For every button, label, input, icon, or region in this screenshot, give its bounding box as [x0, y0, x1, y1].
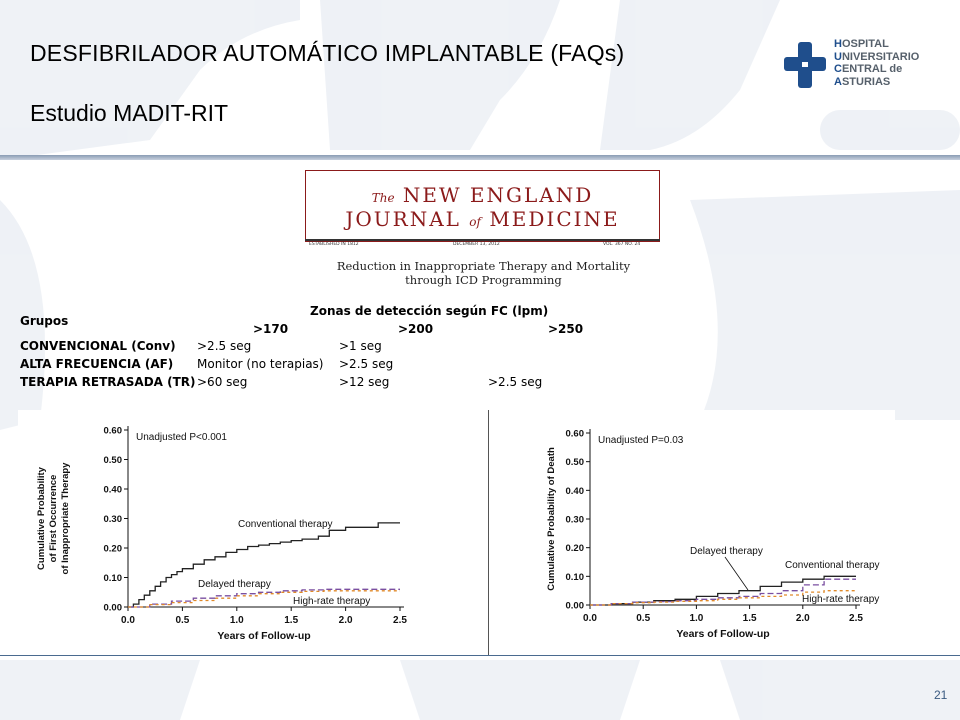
slide-title: DESFIBRILADOR AUTOMÁTICO IMPLANTABLE (FA…: [30, 40, 625, 66]
journal-date: DECEMBER 13, 2012: [453, 242, 500, 247]
logo-line-2: UNIVERSITARIO: [834, 50, 920, 63]
chart-separator: [488, 410, 489, 655]
y-tick-label: 0.10: [566, 572, 585, 583]
y-tick-label: 0.50: [566, 457, 585, 468]
y-axis-label-line-3: of Inappropriate Therapy: [60, 462, 71, 575]
series-line-conventional-therapy: [128, 522, 400, 608]
y-tick-label: 0.20: [104, 544, 123, 555]
journal-volume: VOL. 367 NO. 24: [603, 242, 641, 247]
x-tick-label: 2.0: [796, 613, 810, 624]
x-tick-label: 1.0: [689, 613, 703, 624]
y-tick-label: 0.60: [104, 426, 123, 437]
page-number: 21: [934, 688, 948, 702]
x-tick-label: 2.5: [393, 615, 407, 626]
logo-line-3: CENTRAL de: [834, 63, 903, 75]
y-tick-label: 0.10: [104, 573, 123, 584]
cell-tr-200: >12 seg: [339, 375, 390, 389]
y-axis-label: Cumulative Probability of First Occurrenc…: [36, 462, 71, 575]
y-tick-label: 0.00: [104, 603, 123, 614]
y-tick-label: 0.30: [104, 514, 123, 525]
article-title-line-2: through ICD Programming: [405, 273, 562, 287]
article-title-line-1: Reduction in Inappropriate Therapy and M…: [336, 259, 631, 273]
p-value-annotation: Unadjusted P=0.03: [598, 435, 684, 446]
y-axis-label-line-1: Cumulative Probability: [36, 466, 47, 570]
journal-clipping: The NEW ENGLAND JOURNAL of MEDICINE ESTA…: [303, 168, 664, 292]
x-tick-label: 1.0: [230, 615, 244, 626]
hospital-cross-logo-icon: [784, 42, 826, 88]
x-tick-label: 0.5: [636, 613, 650, 624]
series-line-high-rate-therapy: [590, 590, 856, 606]
x-tick-label: 0.0: [121, 615, 135, 626]
y-tick-label: 0.60: [566, 429, 585, 440]
zones-title: Zonas de detección según FC (lpm): [310, 304, 549, 318]
series-label-high-rate-therapy: High-rate therapy: [293, 596, 370, 607]
series-label-delayed-therapy: Delayed therapy: [690, 546, 763, 557]
y-tick-label: 0.30: [566, 515, 585, 526]
series-line-high-rate-therapy: [128, 590, 400, 608]
y-axis-label-line-1: Cumulative Probability of Death: [546, 447, 557, 591]
journal-established: ESTABLISHED IN 1812: [309, 242, 359, 247]
cell-tr-170: >60 seg: [197, 375, 248, 389]
series-line-delayed-therapy: [128, 588, 400, 608]
cell-tr-250: >2.5 seg: [488, 375, 543, 389]
slide-subtitle: Estudio MADIT-RIT: [30, 100, 229, 126]
zone-header-200: >200: [398, 322, 434, 336]
y-tick-label: 0.40: [104, 485, 123, 496]
cell-af-200: >2.5 seg: [339, 357, 394, 371]
zone-header-250: >250: [548, 322, 584, 336]
row-label-af: ALTA FRECUENCIA (AF): [20, 357, 174, 371]
x-axis-label: Years of Follow-up: [217, 630, 310, 642]
y-tick-label: 0.00: [566, 601, 585, 612]
logo-line-4: ASTURIAS: [834, 75, 891, 88]
x-axis-label: Years of Follow-up: [676, 628, 769, 640]
row-label-tr: TERAPIA RETRASADA (TR): [20, 375, 196, 389]
x-tick-label: 2.0: [339, 615, 353, 626]
chart-death: 0.00 0.10 0.20 0.30 0.40 0.50 0.60 0.0 0.5 1.0 1.5…: [546, 429, 880, 641]
x-tick-label: 0.5: [175, 615, 189, 626]
journal-title-line-1: The NEW ENGLAND: [371, 183, 594, 207]
journal-title-line-2: JOURNAL of MEDICINE: [345, 207, 620, 231]
x-tick-label: 1.5: [743, 613, 757, 624]
series-label-high-rate-therapy: High-rate therapy: [802, 594, 879, 605]
x-tick-label: 0.0: [583, 613, 597, 624]
chart-panel-death: 0.00 0.10 0.20 0.30 0.40 0.50 0.60 0.0 0.5 1.0 1.5…: [490, 410, 895, 650]
footer-divider: [0, 655, 960, 656]
y-tick-label: 0.20: [566, 543, 585, 554]
y-tick-label: 0.40: [566, 486, 585, 497]
p-value-annotation: Unadjusted P<0.001: [136, 432, 227, 443]
x-tick-label: 1.5: [284, 615, 298, 626]
logo-line-1: HOSPITAL: [834, 38, 889, 50]
header-divider: [0, 155, 960, 160]
y-axis-label-line-2: of First Occurrence: [48, 475, 59, 563]
y-tick-label: 0.50: [104, 455, 123, 466]
series-label-conventional-therapy: Conventional therapy: [785, 560, 880, 571]
zone-header-170: >170: [253, 322, 289, 336]
cell-af-170: Monitor (no terapias): [197, 357, 324, 371]
row-label-conv: CONVENCIONAL (Conv): [20, 339, 176, 353]
cell-conv-200: >1 seg: [339, 339, 382, 353]
series-label-conventional-therapy: Conventional therapy: [238, 519, 333, 530]
chart-inappropriate-therapy: 0.00 0.10 0.20 0.30 0.40 0.50 0.60 0.0 0.5 1.0 1.5…: [36, 426, 407, 643]
hospital-logo-text: HOSPITAL UNIVERSITARIO CENTRAL de ASTURI…: [834, 38, 919, 88]
y-axis-label: Cumulative Probability of Death: [546, 447, 557, 591]
x-tick-label: 2.5: [849, 613, 863, 624]
journal-issue-meta: ESTABLISHED IN 1812 DECEMBER 13, 2012 VO…: [305, 239, 660, 249]
delayed-therapy-leader-line: [724, 556, 749, 591]
journal-masthead: The NEW ENGLAND JOURNAL of MEDICINE: [305, 170, 660, 242]
series-label-delayed-therapy: Delayed therapy: [198, 579, 271, 590]
cell-conv-170: >2.5 seg: [197, 339, 252, 353]
groups-header: Grupos: [20, 314, 69, 328]
article-title: Reduction in Inappropriate Therapy and M…: [303, 259, 664, 287]
chart-panel-inappropriate-therapy: 0.00 0.10 0.20 0.30 0.40 0.50 0.60 0.0 0.5 1.0 1.5…: [18, 410, 488, 650]
